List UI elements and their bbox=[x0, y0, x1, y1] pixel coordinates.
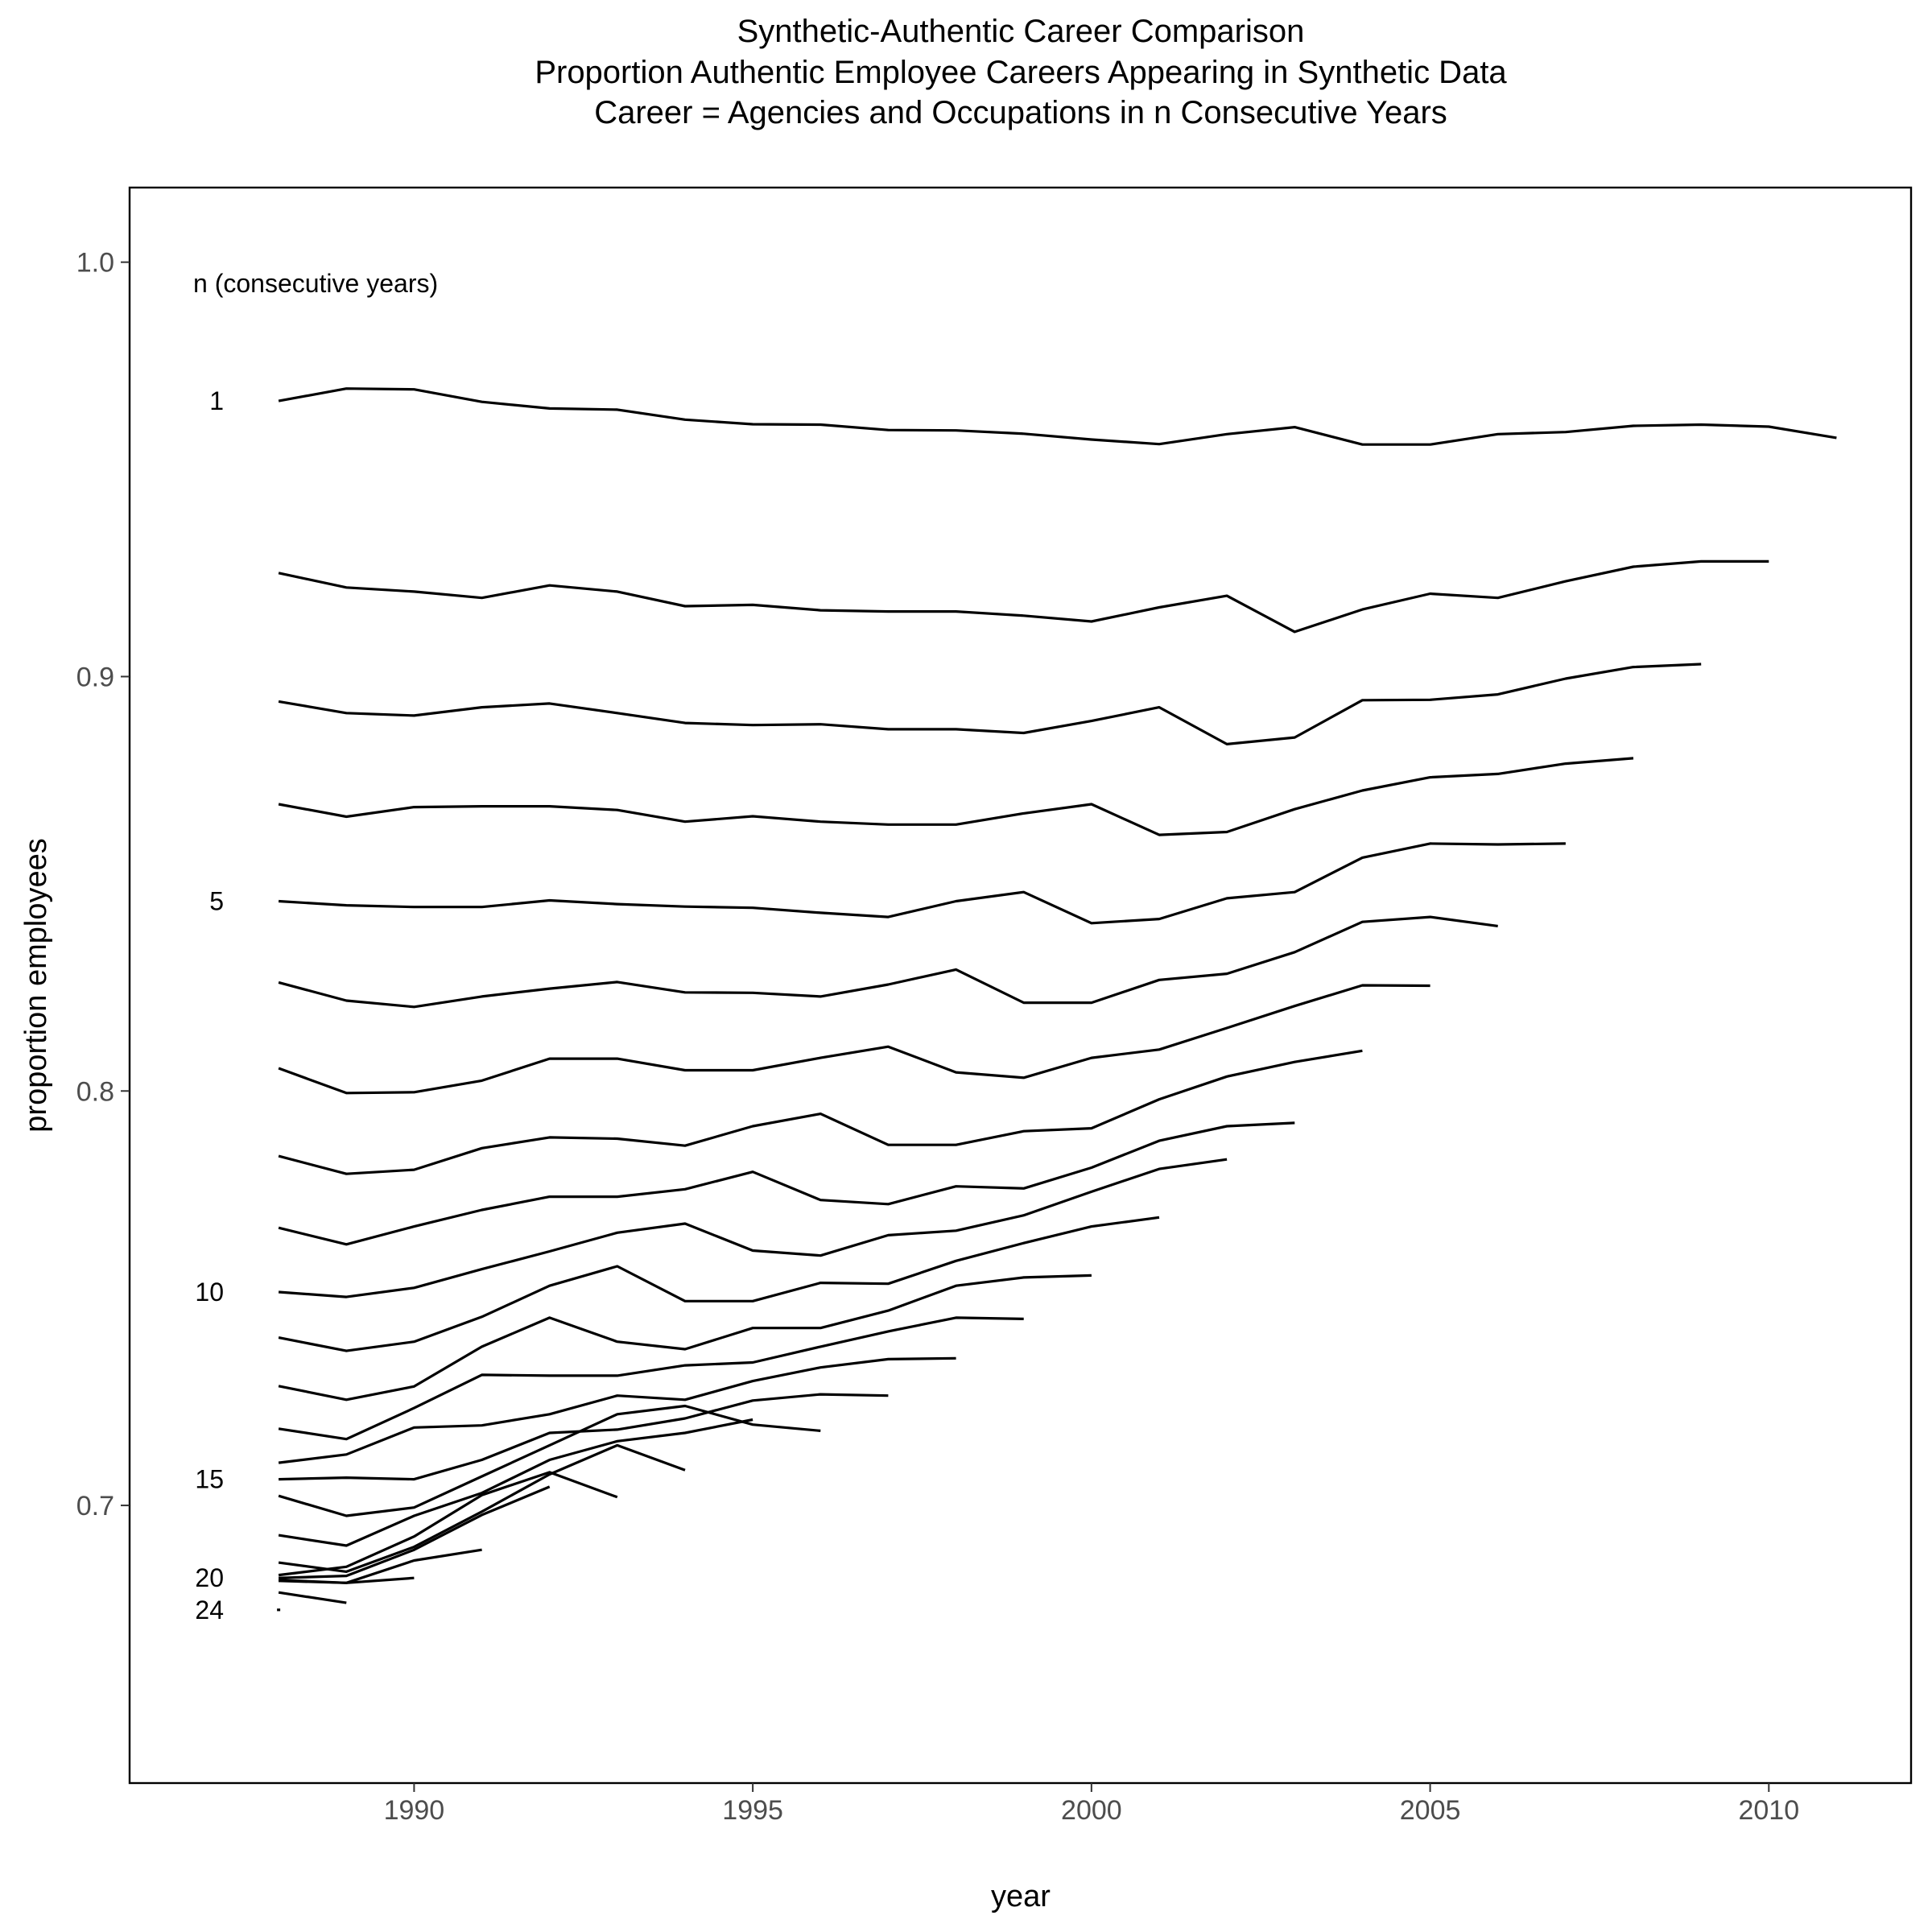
chart-subtitle-line-1: Proportion Authentic Employee Careers Ap… bbox=[535, 55, 1507, 90]
series-line-n19 bbox=[278, 1471, 618, 1577]
series-line-n7 bbox=[278, 984, 1430, 1095]
y-axis-title: proportion employees bbox=[19, 838, 53, 1132]
series-line-n23 bbox=[278, 1591, 347, 1604]
series-line-n10 bbox=[278, 1158, 1228, 1298]
y-tick-label: 1.0 bbox=[76, 248, 114, 279]
x-tick-label: 2000 bbox=[1061, 1795, 1122, 1826]
x-tick-label: 1995 bbox=[722, 1795, 783, 1826]
series-line-n17 bbox=[278, 1418, 753, 1547]
series-line-n4 bbox=[278, 757, 1634, 836]
series-label-n10: 10 bbox=[195, 1278, 224, 1307]
series-line-n22 bbox=[279, 1576, 415, 1584]
series-line-n1 bbox=[278, 387, 1837, 446]
series-label-n24: 24 bbox=[195, 1596, 224, 1624]
series-line-n8 bbox=[278, 1049, 1363, 1175]
series-label-n15: 15 bbox=[195, 1465, 224, 1494]
series-line-n18 bbox=[278, 1443, 686, 1574]
y-tick-label: 0.8 bbox=[76, 1076, 114, 1107]
x-tick-label: 2010 bbox=[1738, 1795, 1799, 1826]
plot-panel bbox=[128, 186, 1913, 1785]
y-axis: 0.7 0.8 0.9 1.0 bbox=[76, 248, 130, 1521]
series-label-n1: 1 bbox=[209, 386, 224, 415]
legend-title: n (consecutive years) bbox=[193, 269, 438, 298]
series-line-n9 bbox=[278, 1121, 1295, 1246]
y-tick-label: 0.9 bbox=[76, 662, 114, 692]
chart-subtitle-line-2: Career = Agencies and Occupations in n C… bbox=[594, 95, 1447, 130]
series-line-n12 bbox=[278, 1274, 1092, 1402]
x-axis-title: year bbox=[991, 1880, 1051, 1913]
chart-title-block: Synthetic-Authentic Career Comparison Pr… bbox=[535, 14, 1507, 130]
series-line-n15 bbox=[279, 1393, 889, 1481]
series-layer bbox=[277, 387, 1837, 1612]
x-tick-label: 2005 bbox=[1400, 1795, 1461, 1826]
series-line-n14 bbox=[278, 1356, 956, 1464]
series-line-n5 bbox=[279, 842, 1566, 925]
series-line-n20 bbox=[279, 1485, 551, 1579]
series-line-n11 bbox=[278, 1216, 1160, 1352]
series-line-n2 bbox=[278, 559, 1769, 634]
x-tick-label: 1990 bbox=[384, 1795, 445, 1826]
series-label-n5: 5 bbox=[209, 886, 224, 915]
series-label-n20: 20 bbox=[195, 1563, 224, 1592]
series-line-n6 bbox=[278, 915, 1498, 1009]
chart-title: Synthetic-Authentic Career Comparison bbox=[737, 14, 1305, 49]
y-tick-label: 0.7 bbox=[76, 1491, 114, 1521]
series-line-n3 bbox=[278, 663, 1702, 746]
x-axis: 1990 1995 2000 2005 2010 bbox=[384, 1783, 1799, 1826]
series-line-n13 bbox=[278, 1316, 1024, 1441]
series-line-n16 bbox=[278, 1404, 821, 1517]
